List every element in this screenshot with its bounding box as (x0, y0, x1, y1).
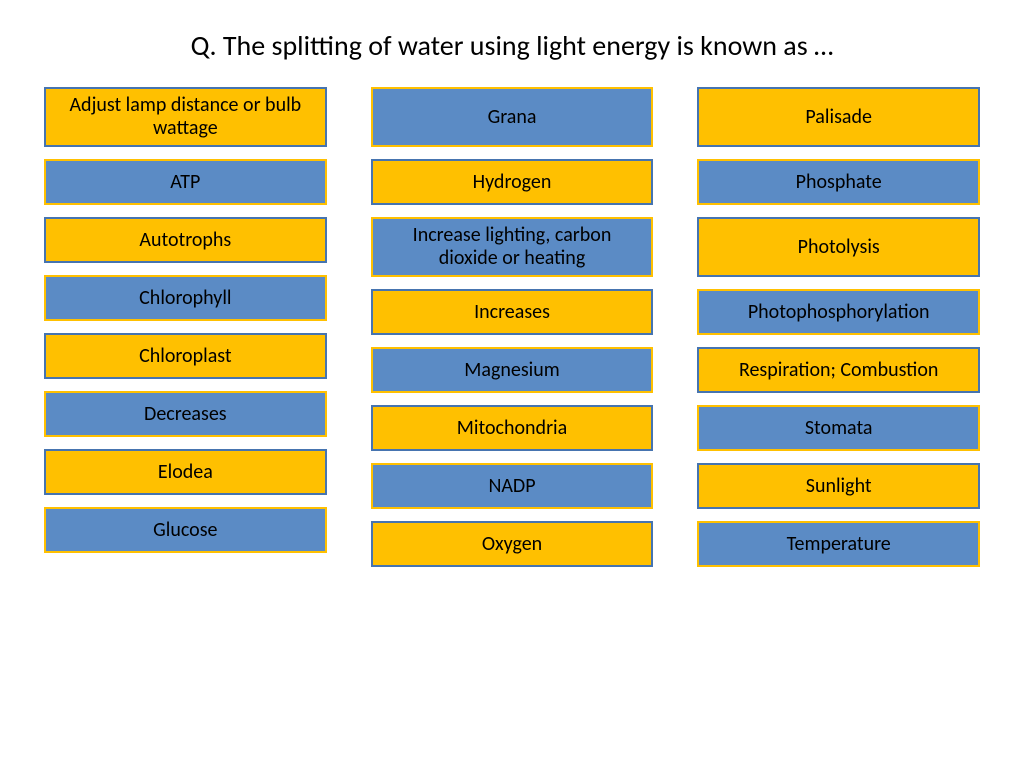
answer-label: Magnesium (464, 359, 559, 382)
answer-option[interactable]: Adjust lamp distance or bulb wattage (44, 87, 327, 147)
answer-option[interactable]: Sunlight (697, 463, 980, 509)
answer-option[interactable]: Elodea (44, 449, 327, 495)
answer-label: Photolysis (798, 236, 880, 259)
answer-label: Glucose (153, 519, 217, 542)
answer-label: NADP (488, 475, 535, 498)
answer-label: Respiration; Combustion (739, 359, 938, 382)
answer-option[interactable]: Phosphate (697, 159, 980, 205)
answer-option[interactable]: Hydrogen (371, 159, 654, 205)
answer-option[interactable]: Photolysis (697, 217, 980, 277)
answer-label: Phosphate (796, 171, 882, 194)
column-1: Adjust lamp distance or bulb wattage ATP… (44, 87, 327, 567)
answer-label: Hydrogen (473, 171, 552, 194)
answer-option[interactable]: ATP (44, 159, 327, 205)
answer-grid: Adjust lamp distance or bulb wattage ATP… (0, 87, 1024, 567)
answer-option[interactable]: Magnesium (371, 347, 654, 393)
answer-label: Chloroplast (139, 345, 231, 368)
answer-option[interactable]: Respiration; Combustion (697, 347, 980, 393)
answer-label: Sunlight (806, 475, 872, 498)
answer-label: Temperature (787, 533, 891, 556)
answer-label: Oxygen (482, 533, 542, 556)
answer-label: Autotrophs (139, 229, 231, 252)
answer-label: Mitochondria (457, 417, 567, 440)
answer-option[interactable]: Grana (371, 87, 654, 147)
answer-option[interactable]: Stomata (697, 405, 980, 451)
column-2: Grana Hydrogen Increase lighting, carbon… (371, 87, 654, 567)
answer-option[interactable]: Autotrophs (44, 217, 327, 263)
answer-label: Elodea (158, 461, 213, 484)
answer-label: Decreases (144, 403, 227, 426)
answer-option[interactable]: Temperature (697, 521, 980, 567)
answer-option[interactable]: Increases (371, 289, 654, 335)
question-title: Q. The splitting of water using light en… (0, 0, 1024, 87)
answer-label: Chlorophyll (139, 287, 231, 310)
column-3: Palisade Phosphate Photolysis Photophosp… (697, 87, 980, 567)
answer-label: Stomata (805, 417, 873, 440)
answer-option[interactable]: NADP (371, 463, 654, 509)
answer-option[interactable]: Oxygen (371, 521, 654, 567)
answer-option[interactable]: Palisade (697, 87, 980, 147)
answer-label: Grana (488, 106, 537, 129)
answer-option[interactable]: Chloroplast (44, 333, 327, 379)
answer-option[interactable]: Photophosphorylation (697, 289, 980, 335)
answer-label: Increases (474, 301, 550, 324)
answer-label: Photophosphorylation (748, 301, 930, 324)
answer-option[interactable]: Increase lighting, carbon dioxide or hea… (371, 217, 654, 277)
answer-option[interactable]: Mitochondria (371, 405, 654, 451)
answer-label: Increase lighting, carbon dioxide or hea… (383, 224, 642, 270)
answer-option[interactable]: Chlorophyll (44, 275, 327, 321)
answer-label: Adjust lamp distance or bulb wattage (56, 94, 315, 140)
answer-option[interactable]: Glucose (44, 507, 327, 553)
answer-label: ATP (170, 171, 200, 194)
answer-option[interactable]: Decreases (44, 391, 327, 437)
answer-label: Palisade (805, 106, 872, 129)
